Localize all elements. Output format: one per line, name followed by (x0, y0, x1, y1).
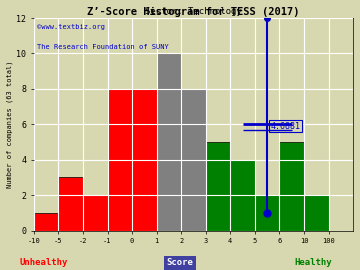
Bar (279, 142, 304, 231)
Text: Sector: Technology: Sector: Technology (145, 7, 242, 16)
Bar (132, 89, 157, 231)
Bar (34, 213, 58, 231)
Bar (58, 177, 83, 231)
Y-axis label: Number of companies (63 total): Number of companies (63 total) (7, 60, 13, 188)
Bar (108, 89, 132, 231)
Text: Unhealthy: Unhealthy (19, 258, 67, 267)
Title: Z’-Score Histogram for TESS (2017): Z’-Score Histogram for TESS (2017) (87, 7, 300, 17)
Bar (304, 195, 329, 231)
Bar (181, 89, 206, 231)
Bar (230, 160, 255, 231)
Text: 4.6881: 4.6881 (271, 122, 301, 130)
Bar (255, 195, 279, 231)
Text: The Research Foundation of SUNY: The Research Foundation of SUNY (37, 43, 169, 49)
Bar (157, 53, 181, 231)
Bar (83, 195, 108, 231)
Text: ©www.textbiz.org: ©www.textbiz.org (37, 24, 105, 31)
Bar (206, 142, 230, 231)
Text: Score: Score (167, 258, 193, 267)
Text: Healthy: Healthy (294, 258, 332, 267)
